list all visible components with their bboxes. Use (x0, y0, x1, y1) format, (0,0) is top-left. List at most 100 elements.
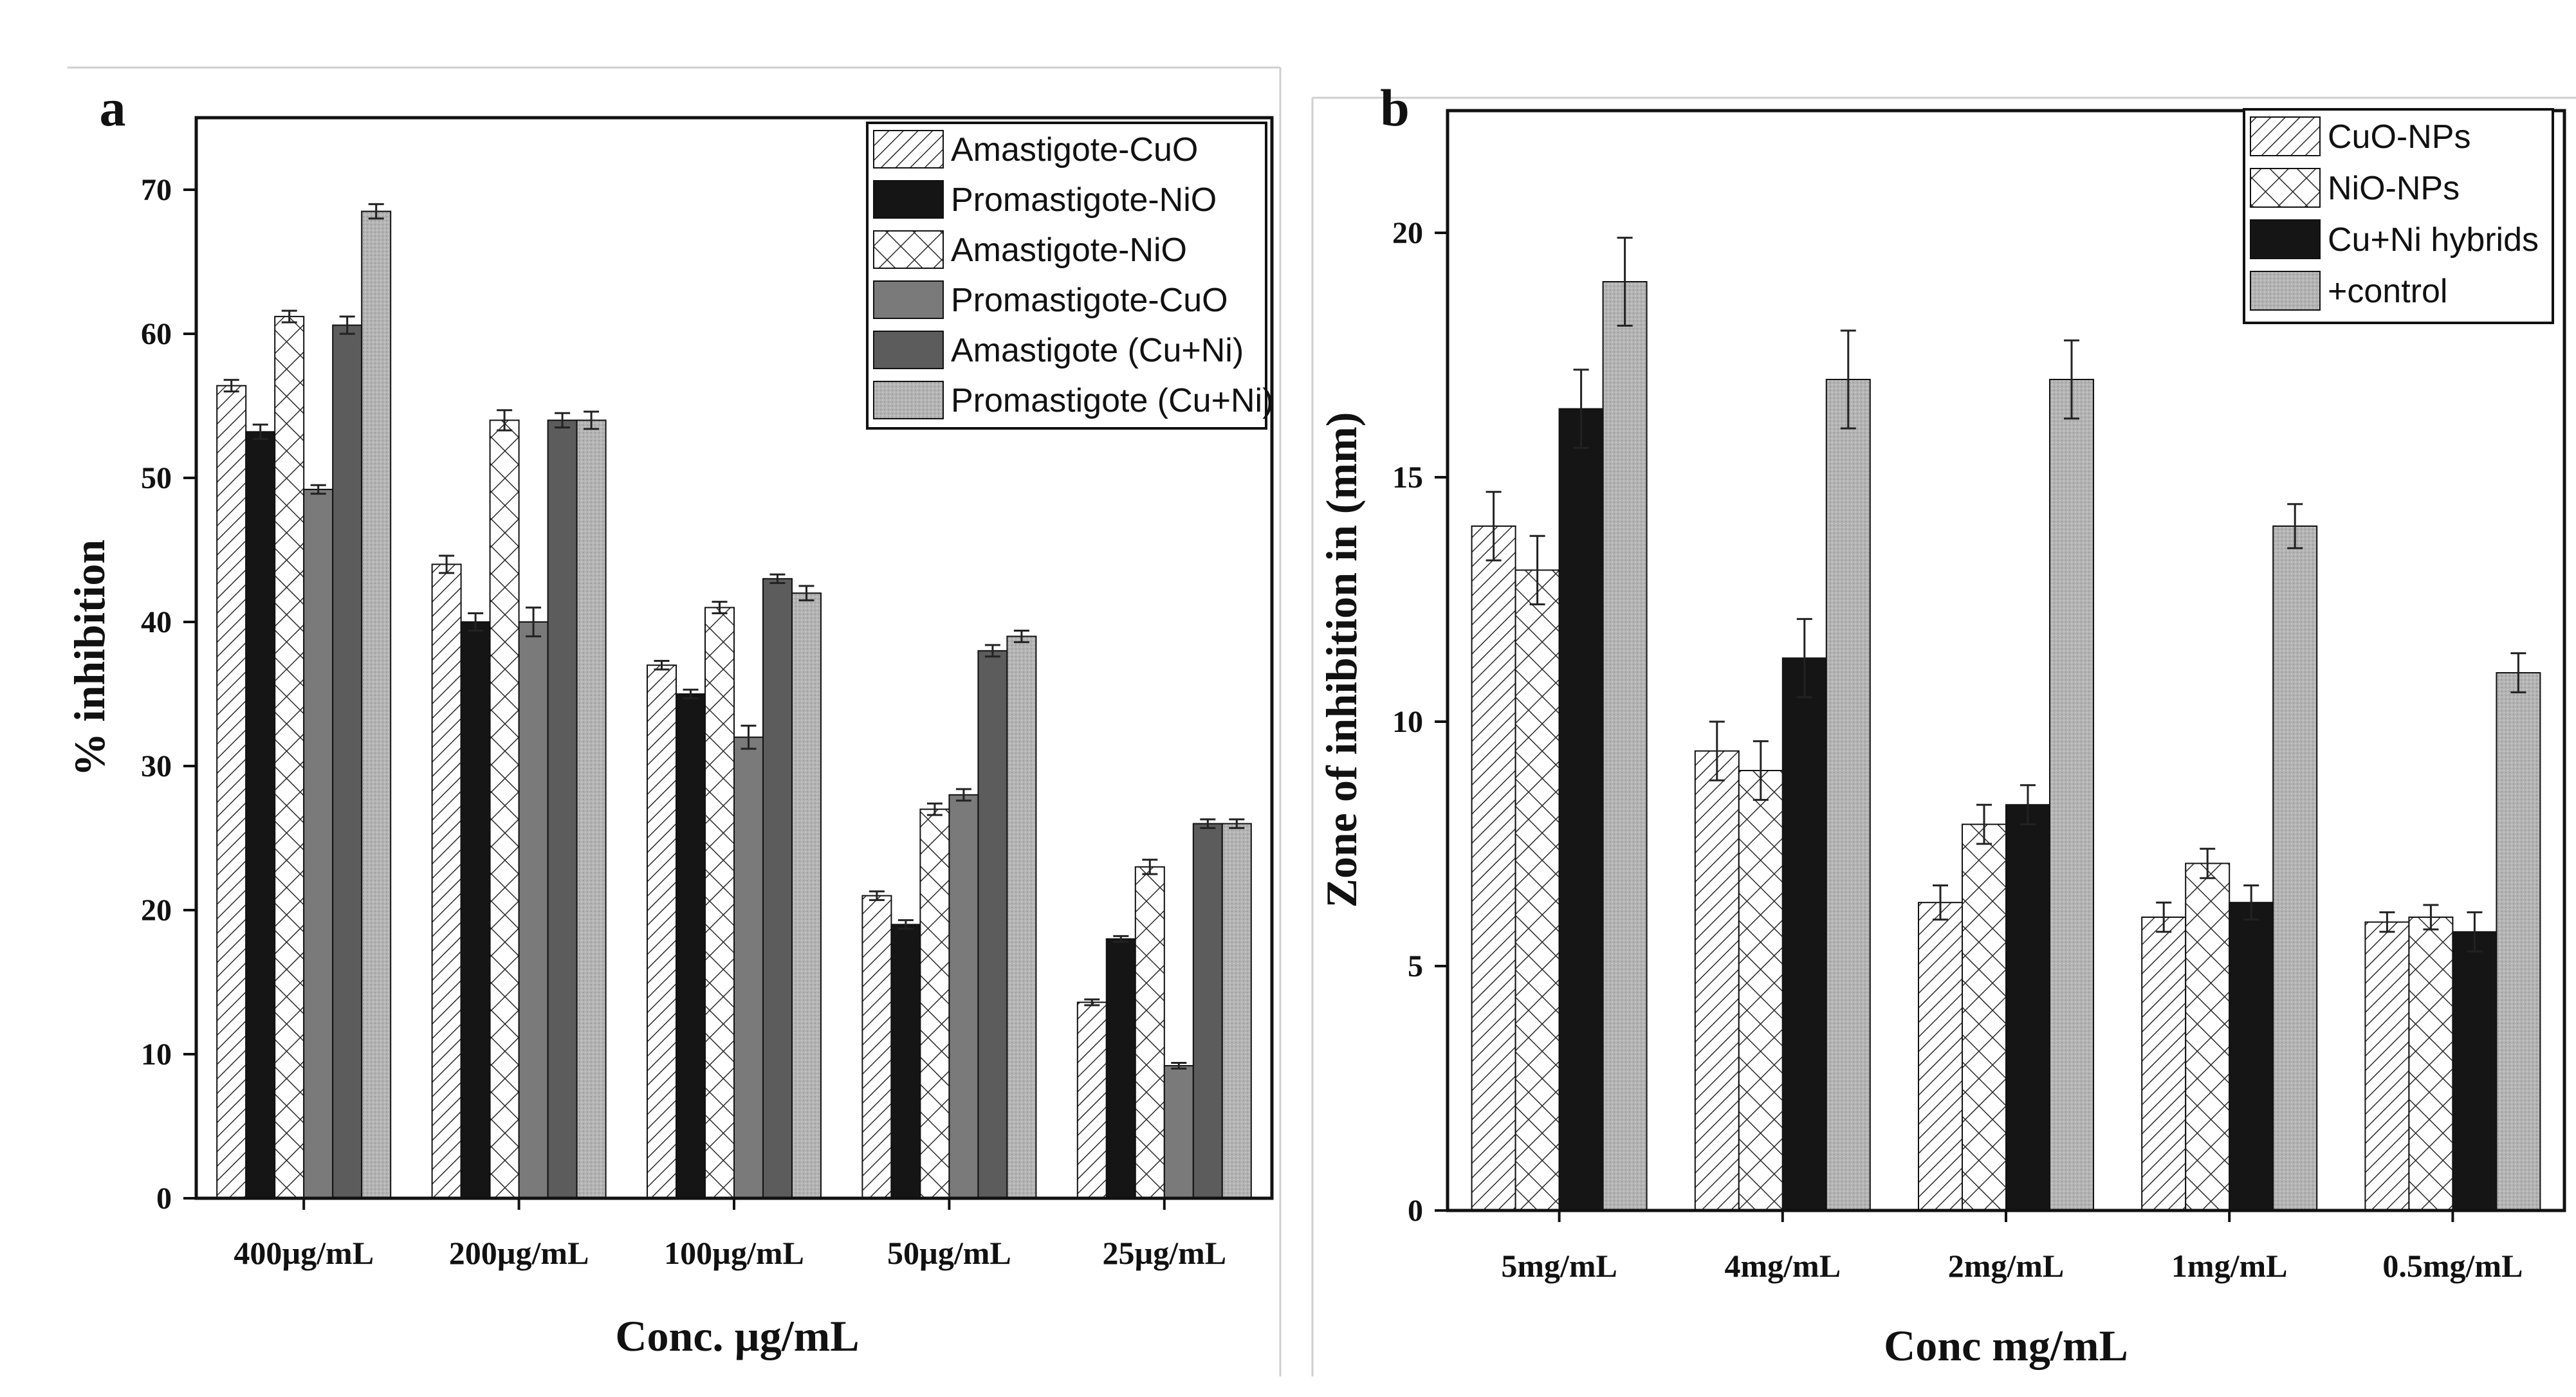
bar-cuo-nps (1471, 525, 1516, 1211)
bar-promastigote-nio (676, 693, 706, 1199)
bar-promastigote-nio (245, 431, 276, 1200)
y-tick-label: 0 (156, 1182, 172, 1216)
legend-box (866, 122, 1267, 430)
bar-cuo-nps (1918, 902, 1963, 1211)
x-axis-label: Conc. µg/mL (615, 1311, 859, 1360)
y-axis-label: % inhibition (65, 540, 114, 777)
legend-label: Cu+Ni hybrids (2328, 221, 2539, 259)
legend-label: CuO-NPs (2328, 118, 2470, 156)
bar-nio-nps (1962, 823, 2007, 1211)
x-tick-label: 100µg/mL (664, 1235, 804, 1271)
bar-amastigote-cu-ni- (762, 578, 793, 1199)
bar-cu-ni-hybrids (1781, 657, 1827, 1211)
x-tick-label: 1mg/mL (2171, 1248, 2288, 1284)
bar-promastigote-cuo (948, 794, 979, 1200)
legend-label: Promastigote (Cu+Ni) (951, 382, 1273, 419)
bar-amastigote-nio (274, 316, 305, 1199)
x-tick-label: 2mg/mL (1948, 1248, 2065, 1284)
legend-swatch (873, 331, 944, 369)
bar-cuo-nps (1694, 750, 1740, 1211)
legend-label: +control (2328, 273, 2447, 310)
y-tick-label: 30 (141, 749, 172, 783)
y-tick-label: 60 (141, 317, 172, 351)
bar-promastigote-cu-ni- (1006, 635, 1037, 1199)
legend: Amastigote-CuO Promastigote-NiO Amastigote… (866, 122, 1273, 430)
y-tick-label: 50 (141, 461, 172, 495)
bar-cu-ni-hybrids (1558, 408, 1604, 1211)
bar-cu-ni-hybrids (2452, 931, 2498, 1212)
y-tick-label: 10 (1392, 705, 1423, 739)
x-tick-label: 25µg/mL (1102, 1235, 1226, 1271)
bar-amastigote-cu-ni- (332, 324, 363, 1199)
bar-promastigote-nio (890, 924, 921, 1200)
chart-b: b 0 5 10 15 20 5mg/mL 4mg/mL 2mg/mL 1mg/mL 0.5mg/m… (1317, 78, 2566, 1370)
bar-amastigote-cuo (216, 385, 247, 1199)
bar-promastigote-cu-ni- (576, 419, 607, 1199)
legend-swatch (873, 130, 944, 169)
plot-frame (1446, 109, 2566, 1212)
bar--control (2049, 379, 2094, 1211)
bar-nio-nps (2185, 863, 2231, 1211)
bar-promastigote-nio (1105, 938, 1136, 1200)
bar-amastigote-cuo (861, 895, 892, 1199)
bar-amastigote-nio (489, 419, 520, 1199)
x-tick-label: 4mg/mL (1725, 1248, 1841, 1284)
legend-swatch (873, 381, 944, 419)
legend-label: Amastigote-NiO (951, 232, 1187, 269)
y-tick-label: 10 (141, 1037, 172, 1072)
bar-promastigote-cu-ni- (1221, 823, 1252, 1199)
bar-nio-nps (1738, 770, 1783, 1211)
bar--control (2496, 672, 2541, 1211)
bar-promastigote-cu-ni- (791, 592, 822, 1199)
y-tick-label: 70 (141, 173, 172, 207)
legend: CuO-NPs NiO-NPs Cu+Ni hybrids +control (2243, 108, 2554, 324)
bar-promastigote-cuo (1163, 1064, 1194, 1200)
bar-amastigote-cu-ni- (1192, 823, 1223, 1199)
legend-label: Amastigote (Cu+Ni) (951, 332, 1244, 369)
bar-cu-ni-hybrids (2229, 902, 2274, 1211)
bar-promastigote-cuo (303, 488, 334, 1199)
bar-promastigote-cuo (518, 621, 549, 1199)
x-tick-label: 0.5mg/mL (2382, 1248, 2523, 1284)
chart-a: a 0 10 20 30 40 50 60 70 400µg/mL 200µg/mL 100µg/mL… (65, 78, 1274, 1360)
bar-cuo-nps (2364, 921, 2410, 1211)
bar-promastigote-cuo (733, 736, 764, 1199)
bar-amastigote-cuo (431, 563, 462, 1199)
bar-cu-ni-hybrids (2005, 804, 2050, 1211)
x-tick-label: 400µg/mL (234, 1235, 374, 1271)
y-tick-label: 5 (1408, 949, 1423, 983)
bar-amastigote-cuo (1076, 1001, 1107, 1199)
legend-swatch (2250, 116, 2321, 156)
legend-swatch (2250, 271, 2321, 311)
legend-swatch (873, 280, 944, 319)
y-tick-label: 20 (1392, 216, 1423, 250)
legend-swatch (873, 180, 944, 219)
x-axis-label: Conc mg/mL (1884, 1321, 2128, 1370)
bar-promastigote-cu-ni- (361, 210, 392, 1200)
bar-amastigote-cu-ni- (547, 419, 578, 1199)
bar-promastigote-nio (460, 621, 491, 1199)
legend-swatch (873, 230, 944, 269)
x-tick-label: 200µg/mL (449, 1235, 589, 1271)
legend-swatch (2250, 168, 2321, 208)
bar-amastigote-cu-ni- (977, 650, 1008, 1199)
bar-amastigote-nio (919, 808, 950, 1199)
legend-label: Promastigote-CuO (951, 282, 1228, 319)
bar-amastigote-cuo (647, 664, 677, 1199)
y-axis-label: Zone of inhibition in (mm) (1317, 412, 1366, 908)
panel-label-b: b (1380, 78, 1410, 137)
legend-label: Promastigote-NiO (951, 181, 1217, 219)
legend-label: NiO-NPs (2328, 170, 2460, 207)
bar--control (1602, 281, 1648, 1211)
bar--control (2272, 525, 2318, 1211)
bar-amastigote-nio (1134, 866, 1165, 1200)
bar-amastigote-nio (704, 607, 735, 1199)
y-tick-label: 20 (141, 893, 172, 927)
bar-nio-nps (2408, 917, 2454, 1211)
x-tick-label: 5mg/mL (1501, 1248, 1617, 1284)
legend-label: Amastigote-CuO (951, 131, 1198, 169)
bar--control (1825, 379, 1871, 1211)
y-tick-label: 0 (1408, 1194, 1423, 1228)
x-tick-label: 50µg/mL (887, 1235, 1011, 1271)
